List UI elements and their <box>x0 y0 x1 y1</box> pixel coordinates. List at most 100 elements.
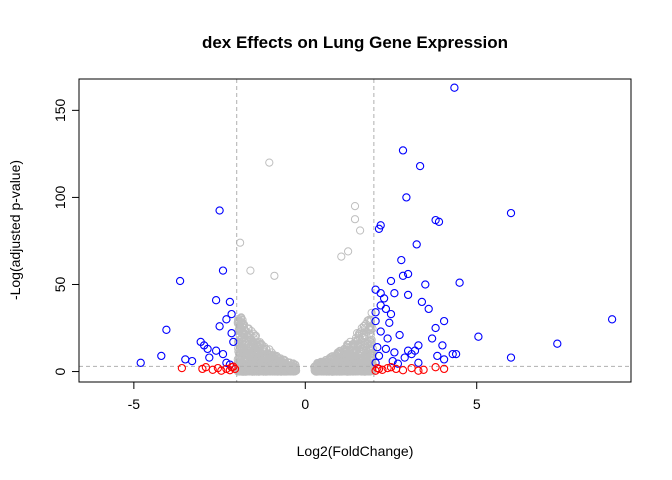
data-point <box>386 276 396 286</box>
data-point <box>415 161 425 171</box>
data-point <box>402 193 411 202</box>
y-tick-label: 50 <box>52 276 68 292</box>
point-grey <box>287 366 296 376</box>
point-grey <box>344 367 353 376</box>
data-point <box>227 309 236 319</box>
point-grey <box>359 358 368 367</box>
y-tick-label: 150 <box>52 98 68 122</box>
data-point <box>398 146 408 155</box>
point-grey <box>265 158 274 167</box>
point-grey <box>316 357 326 366</box>
data-point <box>386 309 396 319</box>
data-point <box>431 323 440 333</box>
data-point <box>376 327 385 336</box>
point-grey <box>246 360 255 370</box>
point-grey <box>328 367 337 376</box>
data-point <box>376 301 385 310</box>
data-point <box>222 315 231 324</box>
point-grey <box>263 353 272 362</box>
point-grey <box>253 349 262 358</box>
point-grey <box>358 348 367 357</box>
point-grey <box>274 354 283 363</box>
x-axis: -5 0 5 <box>128 381 481 412</box>
data-point <box>205 353 214 362</box>
data-point <box>211 346 221 355</box>
data-point <box>407 363 416 373</box>
y-axis: 0 50 100 150 <box>52 98 80 375</box>
data-point <box>136 358 145 367</box>
y-axis-label: -Log(adjusted p-value) <box>7 160 23 300</box>
data-point <box>434 217 444 226</box>
data-point <box>386 363 396 372</box>
data-point <box>439 355 449 364</box>
point-grey <box>362 331 371 340</box>
point-grey <box>321 357 331 367</box>
data-point <box>376 289 385 298</box>
data-point <box>371 285 380 294</box>
point-grey <box>246 331 255 340</box>
data-point <box>417 297 427 307</box>
data-point <box>187 356 197 366</box>
x-tick-label: 0 <box>301 396 309 412</box>
point-grey <box>311 363 320 372</box>
point-grey <box>235 367 244 376</box>
point-grey <box>344 247 353 256</box>
point-grey <box>352 365 361 374</box>
point-grey <box>366 325 375 334</box>
data-point <box>414 358 423 367</box>
data-point <box>371 308 380 317</box>
point-grey <box>363 339 372 348</box>
point-grey <box>258 357 267 366</box>
data-point <box>450 83 459 92</box>
x-tick-label: -5 <box>128 396 141 412</box>
point-grey <box>234 315 243 324</box>
data-point <box>181 355 190 364</box>
data-point <box>398 366 408 375</box>
point-grey <box>358 339 367 348</box>
point-grey <box>276 365 285 375</box>
data-point <box>439 316 449 326</box>
data-point <box>201 363 211 372</box>
data-point <box>383 334 392 343</box>
data-point <box>230 364 240 374</box>
data-point <box>410 346 420 355</box>
y-tick-label: 0 <box>52 367 68 375</box>
point-grey <box>355 339 364 348</box>
data-point <box>421 280 430 289</box>
point-grey <box>350 215 360 224</box>
point-grey <box>288 361 297 370</box>
data-point <box>439 364 449 374</box>
point-grey <box>360 324 369 333</box>
data-point <box>381 344 391 354</box>
data-point <box>438 341 447 350</box>
point-grey <box>350 202 360 211</box>
point-grey <box>251 331 260 340</box>
data-point <box>381 304 391 314</box>
data-point <box>506 208 516 218</box>
point-grey <box>345 343 354 352</box>
point-grey <box>246 342 255 351</box>
data-point <box>403 269 413 279</box>
point-grey <box>282 365 291 374</box>
point-grey <box>251 360 260 369</box>
point-grey <box>246 266 255 275</box>
data-point <box>373 343 382 352</box>
data-point <box>177 363 187 373</box>
data-point <box>424 304 433 314</box>
point-grey <box>363 316 372 325</box>
point-grey <box>352 353 361 362</box>
data-point <box>451 349 461 359</box>
point-grey <box>340 366 349 375</box>
point-grey <box>239 350 248 359</box>
point-grey <box>337 357 346 366</box>
point-grey <box>357 329 367 338</box>
data-point <box>211 296 221 305</box>
data-point <box>227 329 236 338</box>
data-point <box>374 351 384 361</box>
data-point <box>371 366 380 375</box>
data-point <box>215 322 224 331</box>
data-point <box>203 344 212 354</box>
data-point <box>607 315 617 324</box>
point-grey <box>239 345 248 354</box>
data-point <box>403 290 413 300</box>
